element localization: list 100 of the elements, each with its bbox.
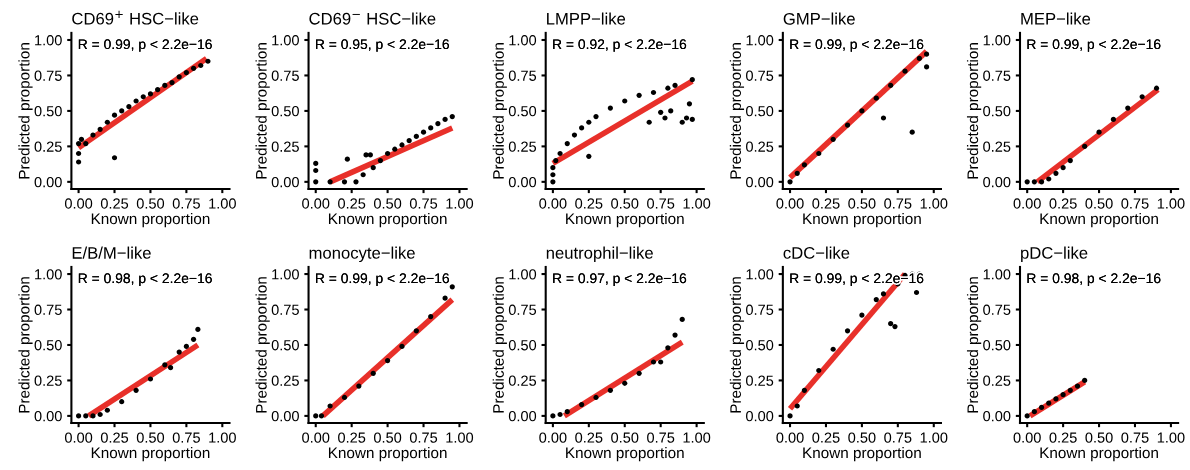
point	[564, 409, 570, 415]
point	[787, 413, 793, 419]
x-axis-title: Known proportion	[566, 447, 684, 462]
x-axis-title: Known proportion	[1040, 212, 1158, 228]
point	[406, 138, 412, 144]
x-tick-label: 0.25	[1049, 432, 1077, 443]
point	[658, 109, 664, 115]
point	[913, 289, 920, 296]
y-tick-label: 0.00	[746, 411, 774, 422]
x-tick-label: 0.25	[812, 432, 840, 443]
point	[1038, 179, 1045, 185]
point	[111, 155, 118, 161]
point	[169, 79, 175, 86]
x-tick-label: 0.25	[1049, 198, 1077, 209]
x-tick-label: 1.00	[1157, 432, 1185, 443]
point	[176, 74, 182, 80]
point	[341, 394, 348, 401]
x-tick-label: 0.50	[1085, 432, 1113, 443]
point	[399, 142, 405, 148]
annotation: R = 0.98, p < 2.2e−16	[78, 273, 212, 286]
chart-title: CD69$^{−}$ HSC−like	[309, 12, 436, 25]
x-axis-title: Known proportion	[1040, 447, 1158, 462]
point	[550, 172, 556, 178]
point	[1046, 176, 1052, 182]
y-tick-label: 0.25	[34, 141, 62, 152]
point	[1060, 392, 1066, 398]
y-axis-title: Predicted proportion	[966, 43, 982, 179]
y-tick-label: 0.75	[746, 70, 774, 81]
point	[672, 82, 678, 88]
x-tick-label: 0.75	[884, 198, 912, 209]
point	[385, 150, 391, 157]
point	[75, 140, 82, 147]
x-tick-label: 1.00	[1157, 198, 1185, 209]
point	[636, 370, 642, 376]
point	[385, 357, 391, 364]
x-tick-label: 0.25	[575, 198, 603, 209]
x-axis-title: Known proportion	[803, 212, 921, 228]
x-axis-title: Known proportion	[328, 447, 447, 462]
x-tick-label: 0.00	[539, 198, 567, 209]
point	[888, 321, 894, 327]
point	[428, 314, 434, 320]
point	[1139, 94, 1145, 100]
y-tick-label: 0.25	[983, 141, 1011, 152]
x-tick-label: 0.00	[539, 432, 567, 443]
point	[344, 156, 350, 162]
y-tick-label: 0.00	[271, 411, 299, 422]
point	[360, 172, 366, 178]
x-tick-label: 1.00	[209, 198, 236, 209]
point	[557, 150, 563, 157]
y-tick-label: 0.25	[34, 375, 62, 386]
point	[1067, 387, 1073, 393]
chart-title: neutrophil−like	[546, 246, 653, 263]
y-tick-label: 0.50	[34, 340, 62, 351]
y-tick-label: 1.00	[509, 269, 537, 280]
point	[646, 119, 652, 125]
point	[97, 126, 103, 132]
y-tick-label: 0.25	[508, 141, 537, 152]
x-tick-label: 0.00	[64, 198, 93, 209]
y-axis-title: Predicted proportion	[492, 277, 507, 413]
point	[923, 64, 930, 70]
point	[650, 359, 657, 365]
point	[888, 82, 894, 88]
x-tick-label: 0.50	[373, 198, 402, 209]
point	[1031, 409, 1037, 415]
point	[801, 387, 808, 393]
y-tick-label: 0.75	[983, 304, 1011, 315]
point	[353, 179, 359, 185]
point	[1060, 165, 1066, 171]
point	[1031, 179, 1037, 185]
point	[880, 115, 887, 121]
y-axis-title: Predicted proportion	[492, 43, 507, 179]
point	[1046, 400, 1052, 406]
x-tick-label: 0.75	[409, 432, 438, 443]
x-tick-label: 0.75	[647, 432, 675, 443]
point	[313, 413, 319, 419]
annotation: R = 0.99, p < 2.2e−16	[790, 39, 924, 52]
x-tick-label: 1.00	[446, 432, 474, 443]
x-tick-label: 0.75	[172, 198, 200, 209]
point	[195, 326, 201, 332]
point	[873, 95, 879, 101]
x-tick-label: 0.75	[647, 198, 675, 209]
y-tick-label: 1.00	[983, 35, 1011, 46]
point	[75, 150, 82, 157]
point	[553, 157, 559, 164]
point	[78, 136, 85, 142]
point	[787, 179, 793, 185]
point	[420, 129, 427, 135]
point	[672, 332, 678, 338]
x-tick-label: 0.00	[302, 198, 330, 209]
point	[662, 115, 668, 121]
point	[313, 167, 319, 174]
y-tick-label: 0.00	[508, 176, 537, 188]
point	[1110, 116, 1117, 123]
point	[133, 98, 139, 104]
point	[167, 365, 174, 371]
point	[902, 68, 908, 74]
y-axis-title: Predicted proportion	[255, 43, 270, 179]
y-tick-label: 1.00	[272, 35, 299, 46]
chart-title: cDC−like	[783, 246, 850, 259]
point	[341, 179, 348, 185]
